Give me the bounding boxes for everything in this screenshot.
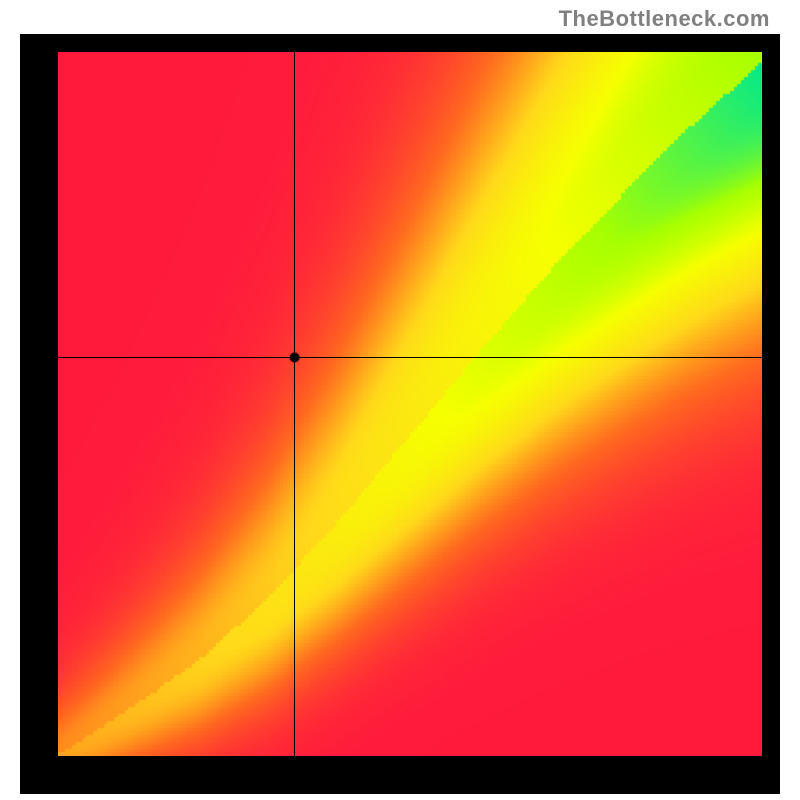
crosshair-horizontal bbox=[58, 357, 762, 358]
heatmap-canvas bbox=[58, 52, 762, 756]
crosshair-vertical bbox=[294, 52, 295, 756]
root-container: TheBottleneck.com bbox=[0, 0, 800, 800]
attribution-text: TheBottleneck.com bbox=[559, 6, 770, 32]
plot-outer-frame bbox=[20, 34, 780, 794]
